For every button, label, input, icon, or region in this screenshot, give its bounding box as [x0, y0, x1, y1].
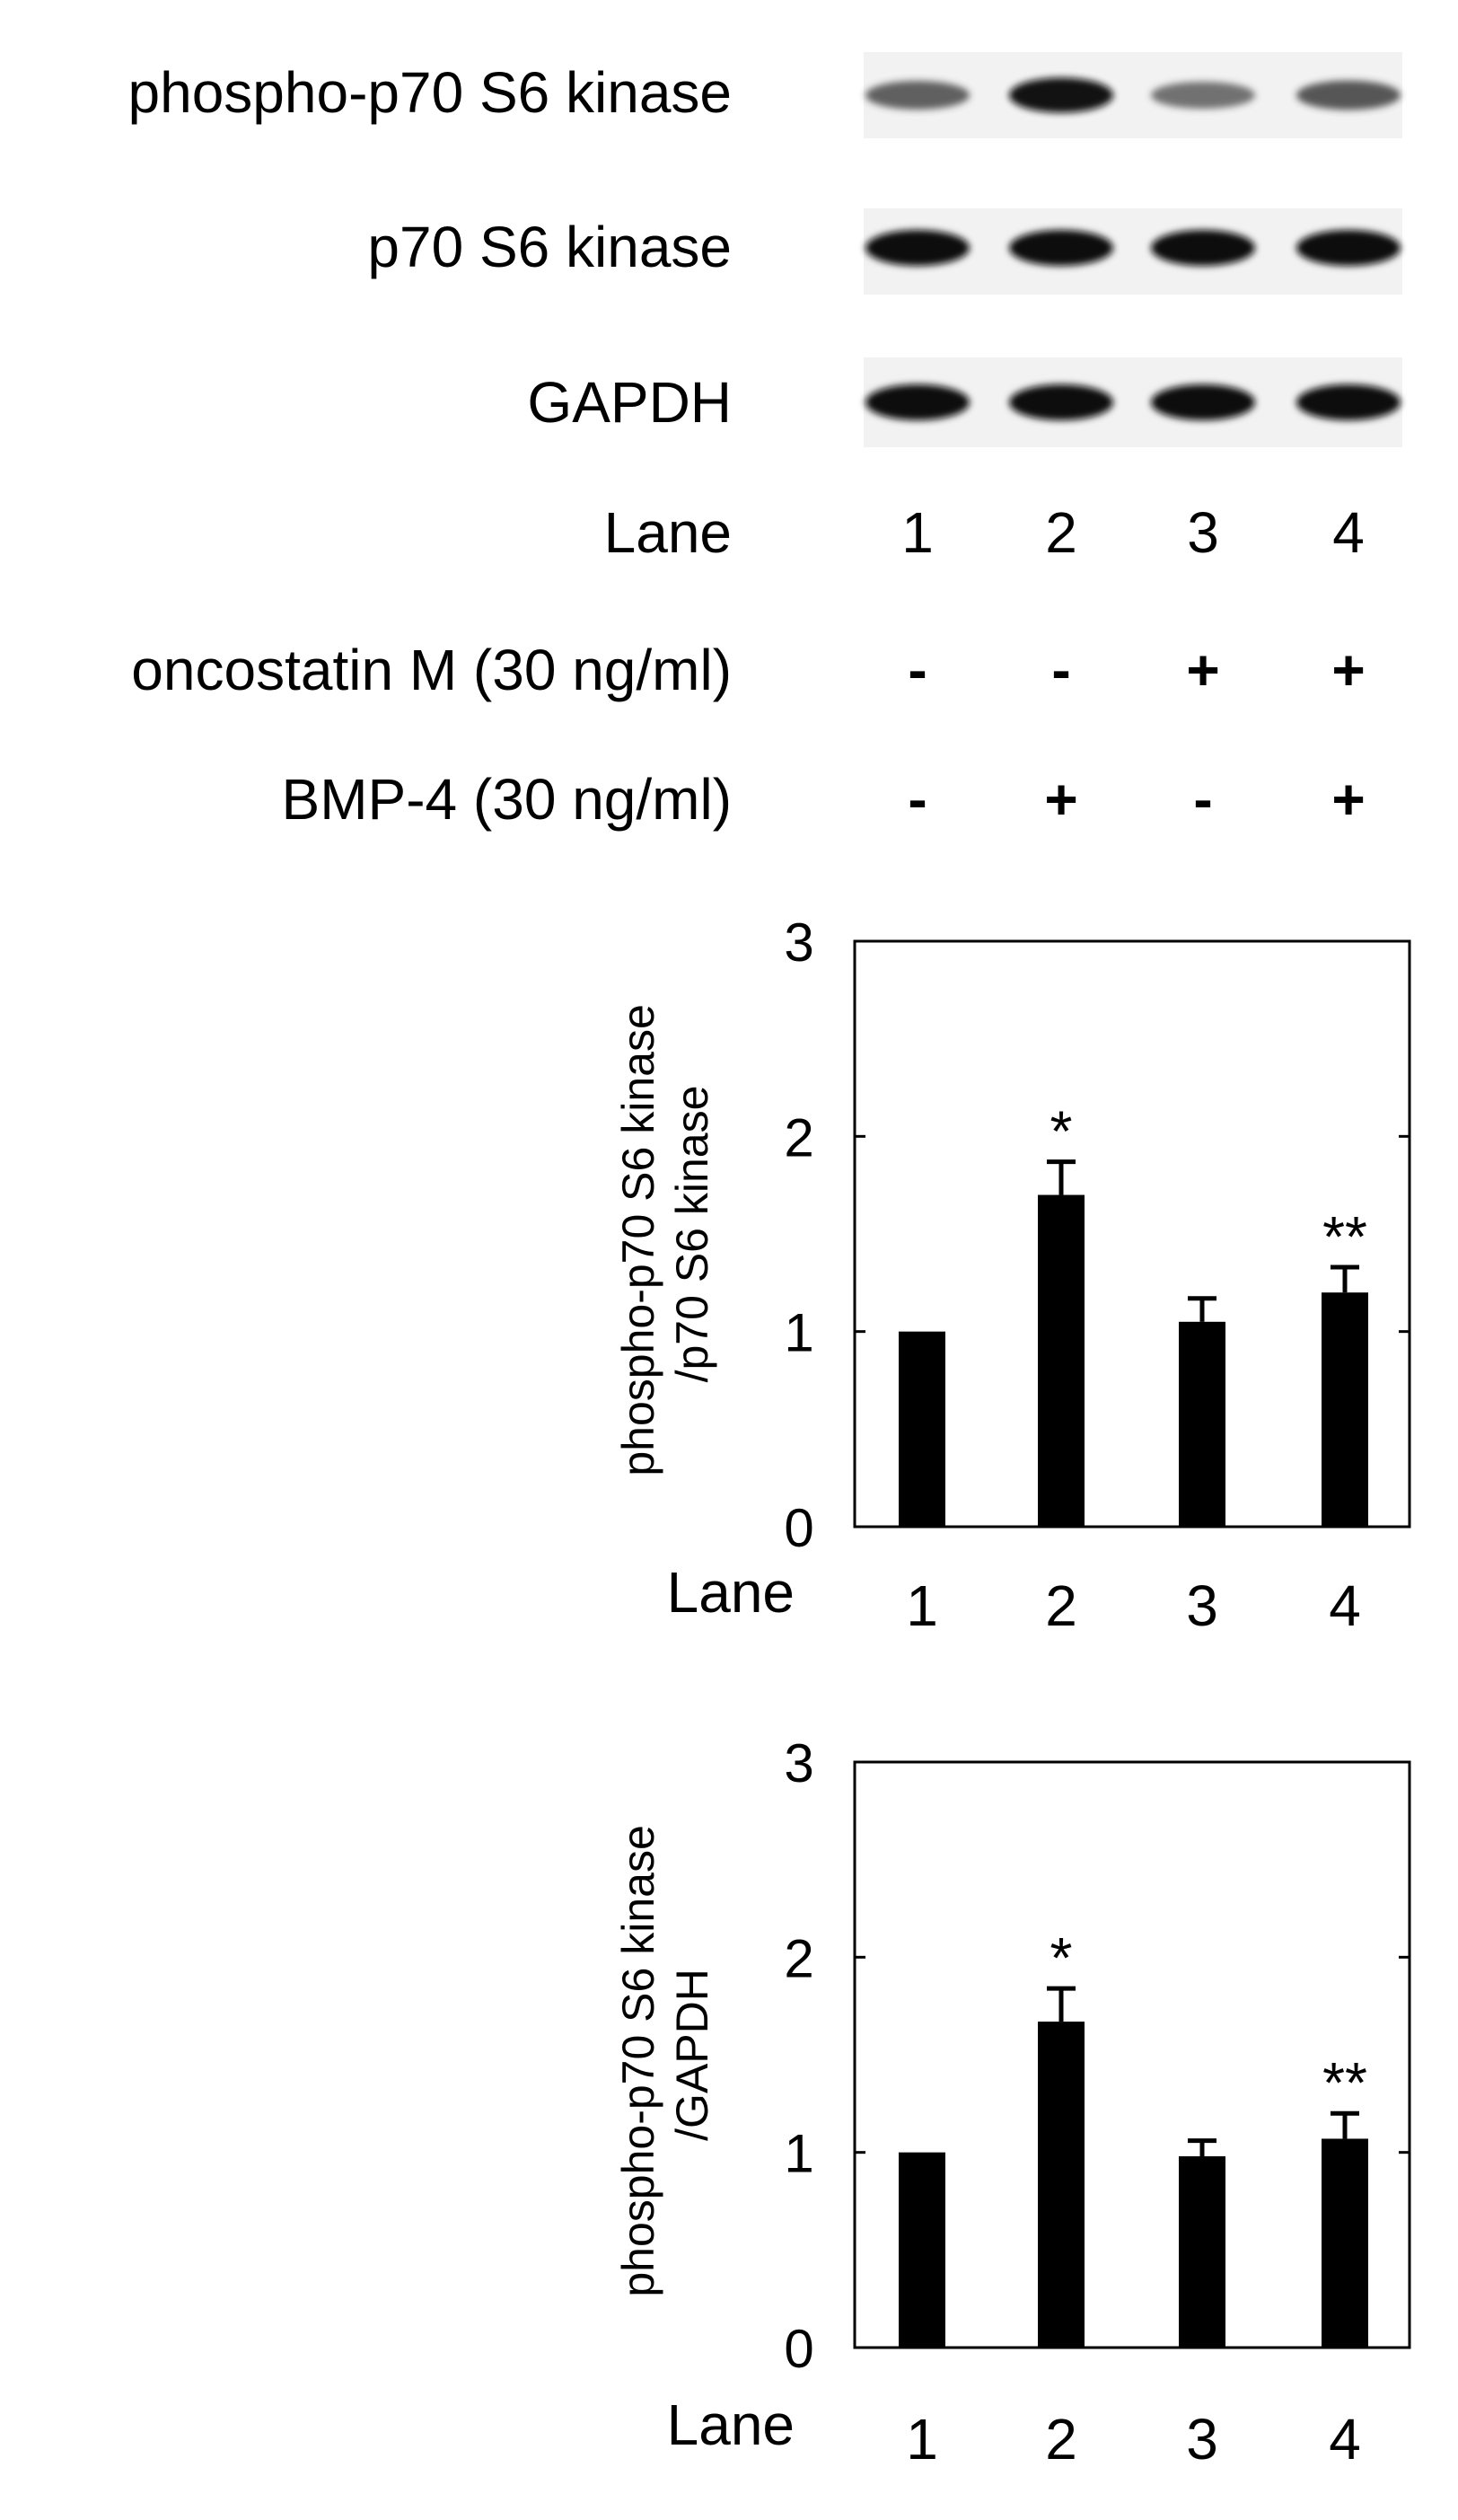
bar — [1179, 2156, 1225, 2348]
bar — [1322, 2138, 1368, 2348]
treatment-sign: - — [1193, 767, 1212, 832]
bar-chart-pp70-over-p70: 0 1 2 3 1 * 2 3 ** 4 phospho-p70 S6 kinase /p70 S… — [613, 912, 1411, 1638]
blot-band — [1151, 81, 1255, 110]
blot-row: phospho-p70 S6 kinase — [128, 52, 1402, 138]
bar — [1038, 1194, 1085, 1527]
lane-number: 3 — [1187, 500, 1219, 565]
treatment-sign: - — [1051, 638, 1070, 702]
x-tick-label: 4 — [1329, 1573, 1361, 1638]
x-tick-label: 1 — [906, 2407, 938, 2472]
blot-row: p70 S6 kinase — [367, 208, 1402, 295]
x-tick-label: 4 — [1329, 2407, 1361, 2472]
treatment-row: oncostatin M (30 ng/ml) - - + + — [131, 638, 1365, 702]
blot-band — [1296, 384, 1401, 420]
plot-frame — [853, 1760, 1411, 2349]
x-tick-label: 2 — [1045, 2407, 1077, 2472]
blot-bands — [865, 230, 1401, 266]
y-tick-label: 2 — [784, 1107, 813, 1167]
treatment-sign: + — [1044, 767, 1077, 832]
x-tick-label: 3 — [1186, 1573, 1218, 1638]
lane-number: 2 — [1045, 500, 1077, 565]
blot-row: GAPDH — [527, 357, 1402, 447]
blot-bands — [865, 77, 1401, 113]
x-tick-label: 2 — [1045, 1573, 1077, 1638]
treatment-sign: + — [1331, 767, 1365, 832]
y-axis-title-line: /p70 S6 kinase — [667, 1086, 717, 1383]
treatment-sign: + — [1186, 638, 1219, 702]
y-tick-label: 0 — [784, 1498, 813, 1558]
treatment-sign: - — [908, 767, 927, 832]
blot-band — [865, 230, 970, 266]
blot-row-label: p70 S6 kinase — [367, 215, 732, 279]
western-blot: phospho-p70 S6 kinase p70 S6 kinase GAPD… — [128, 52, 1402, 832]
treatment-label: BMP-4 (30 ng/ml) — [282, 767, 732, 832]
y-tick-label: 3 — [784, 912, 813, 973]
blot-band — [865, 81, 970, 110]
x-axis-title: Lane — [667, 1560, 795, 1625]
treatment-row: BMP-4 (30 ng/ml) - + - + — [282, 767, 1366, 832]
x-axis-title: Lane — [667, 2392, 795, 2457]
blot-band — [1009, 384, 1113, 420]
chart-marks: 0 1 2 3 1 * 2 3 ** 4 — [784, 1733, 1410, 2472]
treatment-sign: + — [1331, 638, 1365, 702]
blot-row-label: phospho-p70 S6 kinase — [128, 60, 733, 125]
plot-frame — [853, 939, 1411, 1529]
significance-marker: ** — [1322, 2050, 1367, 2115]
blot-band — [1009, 77, 1113, 113]
bar — [1038, 2022, 1085, 2348]
y-axis-title-line: phospho-p70 S6 kinase — [613, 1004, 663, 1476]
lane-numbers: 1 2 3 4 — [901, 500, 1365, 565]
y-tick-label: 0 — [784, 2319, 813, 2379]
lane-label: Lane — [604, 500, 732, 565]
bar — [1179, 1321, 1225, 1527]
treatment-sign: - — [908, 638, 927, 702]
y-axis-title-line: phospho-p70 S6 kinase — [613, 1825, 663, 2296]
y-tick-label: 1 — [784, 1303, 813, 1363]
lane-number: 1 — [901, 500, 934, 565]
x-tick-label: 3 — [1186, 2407, 1218, 2472]
bar — [899, 1331, 945, 1527]
significance-marker: ** — [1322, 1204, 1367, 1269]
y-axis-title-line: /GAPDH — [667, 1969, 717, 2141]
blot-band — [1296, 80, 1401, 110]
bar-chart-pp70-over-gapdh: 0 1 2 3 1 * 2 3 ** 4 phospho-p70 S6 kinase /GAPDH… — [613, 1733, 1411, 2472]
blot-band — [865, 384, 970, 420]
blot-band — [1151, 230, 1255, 266]
y-tick-label: 3 — [784, 1733, 813, 1793]
blot-band — [1009, 230, 1113, 266]
x-tick-label: 1 — [906, 1573, 938, 1638]
bar — [1322, 1292, 1368, 1527]
blot-row-label: GAPDH — [527, 370, 732, 435]
blot-bands — [865, 384, 1401, 420]
y-tick-label: 2 — [784, 1928, 813, 1988]
y-axis-title: phospho-p70 S6 kinase /p70 S6 kinase — [613, 991, 717, 1476]
blot-band — [1151, 384, 1255, 420]
significance-marker: * — [1050, 1099, 1073, 1164]
significance-marker: * — [1050, 1925, 1073, 1990]
treatment-label: oncostatin M (30 ng/ml) — [131, 638, 732, 702]
chart-marks: 0 1 2 3 1 * 2 3 ** 4 — [784, 912, 1410, 1638]
y-tick-label: 1 — [784, 2124, 813, 2184]
lane-number: 4 — [1332, 500, 1365, 565]
blot-band — [1296, 230, 1401, 266]
y-axis-title: phospho-p70 S6 kinase /GAPDH — [613, 1812, 717, 2296]
bar — [899, 2152, 945, 2348]
